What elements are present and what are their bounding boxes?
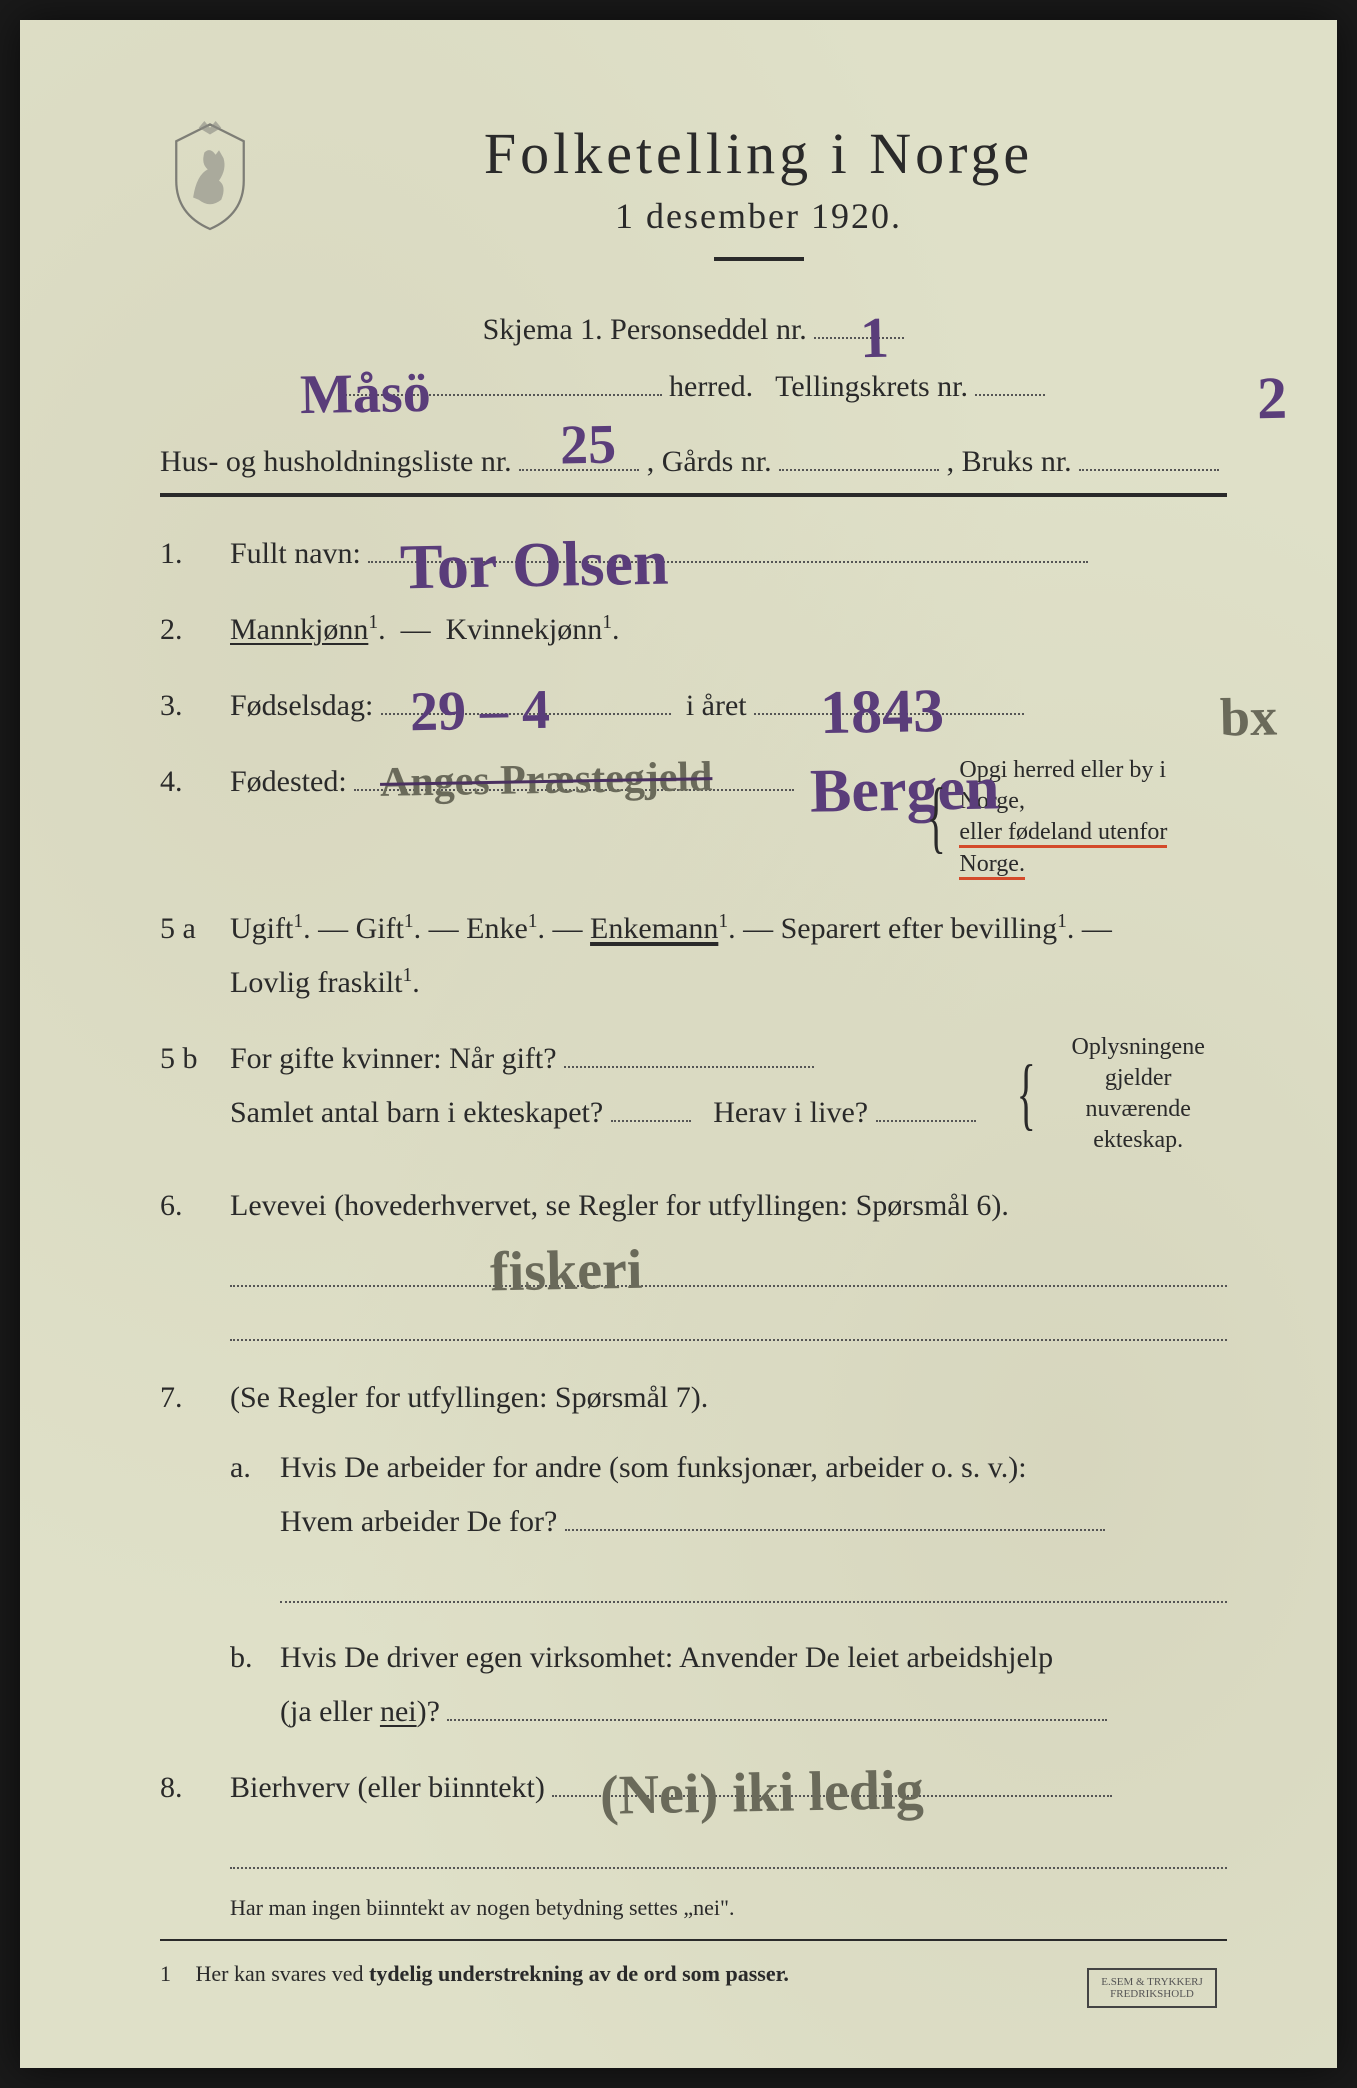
header: Folketelling i Norge 1 desember 1920. (160, 110, 1227, 291)
q5a-opt0: Ugift (230, 912, 293, 945)
coat-of-arms-icon (160, 110, 260, 240)
bruks-label: , Bruks nr. (947, 445, 1072, 478)
q4-field (354, 761, 794, 791)
q2-mann: Mannkjønn (230, 613, 368, 646)
brace-icon: { (927, 797, 946, 837)
footnote-text: Her kan svares ved tydelig understreknin… (196, 1961, 789, 1986)
q2-kvinne: Kvinnekjønn (446, 613, 603, 646)
q4-note1: Opgi herred eller by i Norge, (959, 755, 1227, 817)
question-3: 3. Fødselsdag: 29 – 4 i året 1843 bx (160, 679, 1227, 733)
q5a-num: 5 a (160, 902, 230, 1010)
husliste-label: Hus- og husholdningsliste nr. (160, 445, 512, 478)
q3-year-label: i året (686, 689, 747, 722)
q5b-live-field (876, 1092, 976, 1122)
brace-icon-2: { (1017, 1074, 1036, 1114)
q5a-opt4: Separert efter bevilling (781, 912, 1058, 945)
census-form-page: Folketelling i Norge 1 desember 1920. Sk… (20, 20, 1337, 2068)
q5b-note1: Oplysningene (1049, 1032, 1227, 1063)
q7a-field (565, 1501, 1105, 1531)
title-block: Folketelling i Norge 1 desember 1920. (290, 110, 1227, 291)
q5a-opt3: Enkemann (590, 912, 718, 945)
q4-note: { Opgi herred eller by i Norge, eller fø… (917, 755, 1227, 880)
thin-divider (160, 1939, 1227, 1941)
meta-block: Skjema 1. Personseddel nr. 1 Måsö herred… (160, 301, 1227, 415)
q6-num: 6. (160, 1179, 230, 1341)
tellingskrets-label: Tellingskrets nr. (775, 370, 968, 403)
q8-num: 8. (160, 1761, 230, 1869)
q8-field (552, 1767, 1112, 1797)
husliste-field (519, 435, 639, 471)
q5a-opt5: Lovlig fraskilt (230, 966, 402, 999)
q5b-note2: gjelder nuværende (1049, 1063, 1227, 1125)
question-5b: 5 b For gifte kvinner: Når gift? Samlet … (160, 1032, 1227, 1157)
q7a-text1: Hvis De arbeider for andre (som funksjon… (280, 1451, 1027, 1484)
q7a-field-2 (280, 1555, 1227, 1603)
thick-divider (160, 493, 1227, 497)
q4-num: 4. (160, 755, 230, 880)
q5b-gift-field (564, 1038, 814, 1068)
q5b-barn-field (611, 1092, 691, 1122)
q7a-text2: Hvem arbeider De for? (280, 1505, 557, 1538)
q5b-note: { Oplysningene gjelder nuværende ekteska… (1007, 1032, 1227, 1157)
bruks-field (1079, 435, 1219, 471)
q8-field-2 (230, 1821, 1227, 1869)
q7b: b. Hvis De driver egen virksomhet: Anven… (230, 1631, 1227, 1739)
q5b-line2a: Samlet antal barn i ekteskapet? (230, 1096, 603, 1129)
q1-field (368, 533, 1088, 563)
q6-label: Levevei (hovederhvervet, se Regler for u… (230, 1189, 1009, 1222)
husliste-line: Hus- og husholdningsliste nr. 25 , Gårds… (160, 435, 1227, 479)
q5b-line2b: Herav i live? (713, 1096, 868, 1129)
gards-field (779, 435, 939, 471)
q7-header: (Se Regler for utfyllingen: Spørsmål 7). (230, 1381, 708, 1414)
question-7: 7. (Se Regler for utfyllingen: Spørsmål … (160, 1371, 1227, 1739)
q7b-text2: (ja eller nei)? (280, 1695, 440, 1728)
title-sub: 1 desember 1920. (290, 195, 1227, 237)
q2-sup1: 1 (368, 612, 378, 633)
tellingskrets-value: 2 (1256, 341, 1288, 456)
question-2: 2. Mannkjønn1. — Kvinnekjønn1. (160, 603, 1227, 657)
question-8: 8. Bierhverv (eller biinntekt) (Nei) iki… (160, 1761, 1227, 1869)
q3-margin-note: bx (1219, 669, 1278, 767)
question-4: 4. Fødested: Anges Præstegjeld Bergen { … (160, 755, 1227, 880)
q4-note2: eller fødeland utenfor Norge. (959, 819, 1167, 879)
tellingskrets-field (975, 360, 1045, 396)
question-5a: 5 a Ugift1. — Gift1. — Enke1. — Enkemann… (160, 902, 1227, 1010)
q5b-line1a: For gifte kvinner: Når gift? (230, 1042, 557, 1075)
personseddel-field (814, 303, 904, 339)
q6-field-1 (230, 1239, 1227, 1287)
title-main: Folketelling i Norge (290, 120, 1227, 187)
question-1: 1. Fullt navn: Tor Olsen (160, 527, 1227, 581)
skjema-label: Skjema 1. Personseddel nr. (483, 313, 807, 346)
q2-sup2: 1 (602, 612, 612, 633)
q6-field-2 (230, 1293, 1227, 1341)
q3-num: 3. (160, 679, 230, 733)
printer-stamp: E.SEM & TRYKKERJ FREDRIKSHOLD (1087, 1968, 1217, 2008)
gards-label: , Gårds nr. (647, 445, 772, 478)
q1-num: 1. (160, 527, 230, 581)
q5a-opt2: Enke (466, 912, 528, 945)
q7-num: 7. (160, 1371, 230, 1739)
q7b-field (447, 1691, 1107, 1721)
q3-label: Fødselsdag: (230, 689, 373, 722)
q2-num: 2. (160, 603, 230, 657)
q7a: a. Hvis De arbeider for andre (som funks… (230, 1441, 1227, 1603)
q3-year-field (754, 685, 1024, 715)
q7b-letter: b. (230, 1631, 280, 1739)
q5b-note3: ekteskap. (1049, 1125, 1227, 1156)
q8-label: Bierhverv (eller biinntekt) (230, 1771, 545, 1804)
footnote-row: 1 Her kan svares ved tydelig understrekn… (160, 1961, 1227, 1987)
herred-field (342, 360, 662, 396)
herred-label: herred. (669, 370, 753, 403)
q1-label: Fullt navn: (230, 537, 361, 570)
q7a-letter: a. (230, 1441, 280, 1603)
question-6: 6. Levevei (hovederhvervet, se Regler fo… (160, 1179, 1227, 1341)
q7b-text1: Hvis De driver egen virksomhet: Anvender… (280, 1641, 1053, 1674)
footnote-num: 1 (160, 1961, 190, 1987)
q5b-num: 5 b (160, 1032, 230, 1157)
q3-day-field (381, 685, 671, 715)
q4-label: Fødested: (230, 765, 347, 798)
q5a-opt1: Gift (356, 912, 404, 945)
title-rule (714, 257, 804, 261)
footer-note: Har man ingen biinntekt av nogen betydni… (230, 1895, 1227, 1921)
